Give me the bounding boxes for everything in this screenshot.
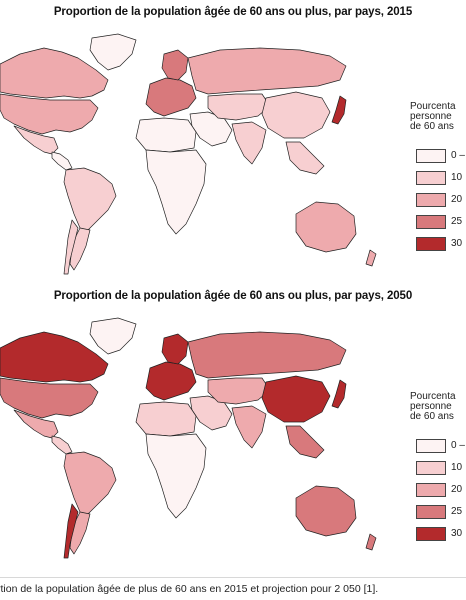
region-greenland bbox=[89, 33, 137, 71]
map-panel-2050: Proportion de la population âgée de 60 a… bbox=[0, 284, 466, 576]
legend-label: 10 bbox=[451, 462, 463, 473]
map-panel-2015: Proportion de la population âgée de 60 a… bbox=[0, 0, 466, 286]
legend: Pourcenta personne de 60 ans 0 – 10 20 2… bbox=[410, 102, 466, 254]
region-central-america bbox=[51, 435, 73, 455]
legend-swatch bbox=[416, 149, 446, 163]
region-north-africa bbox=[135, 401, 197, 437]
region-china bbox=[261, 91, 331, 139]
legend-title-line: Pourcenta bbox=[410, 391, 456, 402]
legend-item: 25 bbox=[410, 503, 466, 522]
legend-title-line: Pourcenta bbox=[410, 101, 456, 112]
region-canada bbox=[0, 331, 109, 383]
legend-swatch bbox=[416, 505, 446, 519]
region-north-africa bbox=[135, 117, 197, 153]
region-new-zealand bbox=[365, 533, 377, 551]
legend-item: 0 – bbox=[410, 437, 466, 456]
legend-swatch bbox=[416, 439, 446, 453]
region-south-america bbox=[63, 167, 117, 231]
region-sub-saharan-africa bbox=[145, 149, 207, 235]
legend-swatch bbox=[416, 193, 446, 207]
legend-label: 25 bbox=[451, 506, 463, 517]
region-new-zealand bbox=[365, 249, 377, 267]
legend-title-line: de 60 ans bbox=[410, 411, 454, 422]
region-japan bbox=[331, 95, 347, 125]
legend-item: 10 bbox=[410, 169, 466, 188]
region-central-america bbox=[51, 151, 73, 171]
figure-caption-text: rtion de la population âgée de plus de 6… bbox=[0, 583, 379, 595]
region-scandinavia bbox=[161, 333, 189, 365]
region-australia bbox=[295, 485, 357, 537]
legend-label: 20 bbox=[451, 194, 463, 205]
region-south-asia bbox=[231, 121, 267, 165]
legend-title-line: personne bbox=[410, 401, 452, 412]
region-south-america bbox=[63, 451, 117, 515]
legend-swatch bbox=[416, 483, 446, 497]
region-chile bbox=[63, 219, 79, 275]
region-chile bbox=[63, 503, 79, 559]
legend-label: 30 bbox=[451, 528, 463, 539]
legend-swatch bbox=[416, 171, 446, 185]
legend-swatch bbox=[416, 527, 446, 541]
legend-item: 10 bbox=[410, 459, 466, 478]
legend-item: 25 bbox=[410, 213, 466, 232]
legend-item: 0 – bbox=[410, 147, 466, 166]
region-australia bbox=[295, 201, 357, 253]
caption-divider bbox=[0, 577, 466, 578]
legend-item: 20 bbox=[410, 191, 466, 210]
region-mexico bbox=[13, 125, 59, 155]
region-usa bbox=[0, 93, 99, 135]
region-china bbox=[261, 375, 331, 423]
legend-title-line: de 60 ans bbox=[410, 121, 454, 132]
region-scandinavia bbox=[161, 49, 189, 81]
region-south-asia bbox=[231, 405, 267, 449]
region-russia bbox=[187, 47, 347, 95]
legend-label: 0 – bbox=[451, 440, 465, 451]
region-canada bbox=[0, 47, 109, 99]
region-central-asia bbox=[207, 377, 271, 405]
region-europe bbox=[145, 77, 197, 117]
world-map bbox=[0, 317, 377, 559]
legend-item: 30 bbox=[410, 235, 466, 254]
region-usa bbox=[0, 377, 99, 419]
region-japan bbox=[331, 379, 347, 409]
region-mexico bbox=[13, 409, 59, 439]
region-southeast-asia bbox=[285, 141, 325, 175]
legend-item: 30 bbox=[410, 525, 466, 544]
region-greenland bbox=[89, 317, 137, 355]
legend-swatch bbox=[416, 237, 446, 251]
legend-label: 25 bbox=[451, 216, 463, 227]
region-russia bbox=[187, 331, 347, 379]
legend-label: 20 bbox=[451, 484, 463, 495]
legend-label: 10 bbox=[451, 172, 463, 183]
region-southeast-asia bbox=[285, 425, 325, 459]
map-title: Proportion de la population âgée de 60 a… bbox=[53, 6, 413, 18]
map-title: Proportion de la population âgée de 60 a… bbox=[53, 290, 413, 302]
region-sub-saharan-africa bbox=[145, 433, 207, 519]
region-central-asia bbox=[207, 93, 271, 121]
legend: Pourcenta personne de 60 ans 0 – 10 20 2… bbox=[410, 392, 466, 544]
legend-title-line: personne bbox=[410, 111, 452, 122]
legend-label: 30 bbox=[451, 238, 463, 249]
legend-item: 20 bbox=[410, 481, 466, 500]
region-europe bbox=[145, 361, 197, 401]
legend-swatch bbox=[416, 215, 446, 229]
legend-swatch bbox=[416, 461, 446, 475]
world-map bbox=[0, 33, 377, 275]
legend-label: 0 – bbox=[451, 150, 465, 161]
figure-caption: rtion de la population âgée de plus de 6… bbox=[0, 580, 466, 600]
